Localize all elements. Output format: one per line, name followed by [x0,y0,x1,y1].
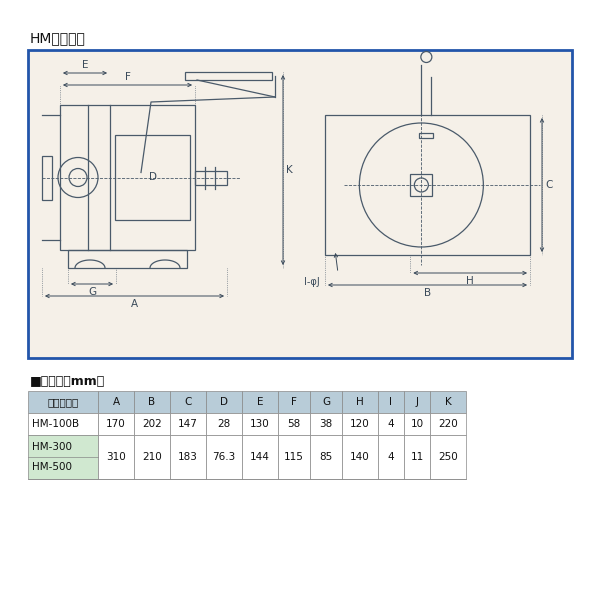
Text: G: G [322,397,330,407]
Text: 130: 130 [250,419,270,429]
Text: 58: 58 [287,419,301,429]
Text: E: E [257,397,263,407]
Bar [242,435,278,479]
Bar [342,391,378,413]
Text: H: H [466,276,474,286]
Text: C: C [184,397,191,407]
Bar [134,435,170,479]
Bar [378,435,404,479]
Text: 144: 144 [250,452,270,462]
Bar [28,391,98,413]
Text: H: H [356,397,364,407]
Text: 4: 4 [388,419,394,429]
Bar [310,413,342,435]
Bar [98,391,134,413]
Bar [278,435,310,479]
Text: 147: 147 [178,419,198,429]
Text: HM-300: HM-300 [32,442,72,452]
Bar [430,391,466,413]
Bar [115,135,190,220]
Bar [206,391,242,413]
Text: I: I [389,397,392,407]
Text: I-φJ: I-φJ [304,277,320,287]
Text: E: E [82,60,88,70]
Text: 85: 85 [319,452,332,462]
Text: 220: 220 [438,419,458,429]
Bar [170,435,206,479]
Bar [310,391,342,413]
Text: 形式／寸法: 形式／寸法 [47,397,79,407]
Text: C: C [545,180,553,190]
Text: 76.3: 76.3 [212,452,236,462]
Text: 310: 310 [106,452,126,462]
Bar [404,435,430,479]
Bar [342,435,378,479]
Text: B: B [424,288,431,298]
Text: A: A [131,299,138,309]
Bar [430,435,466,479]
Bar [60,105,195,250]
Bar [278,391,310,413]
Bar [242,391,278,413]
Text: G: G [88,287,96,297]
Text: 115: 115 [284,452,304,462]
Text: 250: 250 [438,452,458,462]
Text: 28: 28 [217,419,230,429]
Bar [404,413,430,435]
Bar [98,413,134,435]
Bar [342,413,378,435]
Bar [242,413,278,435]
Text: B: B [148,397,155,407]
Text: D: D [220,397,228,407]
Bar [185,72,272,80]
Bar [206,435,242,479]
Bar [206,413,242,435]
Text: ■寸法表（mm）: ■寸法表（mm） [30,375,105,388]
Text: A: A [112,397,119,407]
Text: HM-500: HM-500 [32,462,72,472]
Bar [42,155,52,199]
Text: J: J [415,397,419,407]
Text: 210: 210 [142,452,162,462]
Text: 140: 140 [350,452,370,462]
Bar [98,435,134,479]
Bar [378,391,404,413]
Text: F: F [125,72,130,82]
Bar [28,413,98,435]
Text: K: K [286,165,293,175]
Bar [404,391,430,413]
Text: 170: 170 [106,419,126,429]
Text: K: K [445,397,451,407]
Bar [378,413,404,435]
Text: 4: 4 [388,452,394,462]
Bar [430,413,466,435]
Bar [170,391,206,413]
Text: 183: 183 [178,452,198,462]
Text: D: D [149,173,157,182]
Text: 11: 11 [410,452,424,462]
Bar [68,250,187,268]
Bar [278,413,310,435]
Text: 120: 120 [350,419,370,429]
Text: HM-100B: HM-100B [32,419,79,429]
Bar [325,115,530,255]
Bar [170,413,206,435]
Bar [419,133,433,138]
Bar [310,435,342,479]
Bar [28,435,98,479]
Bar [28,50,572,358]
Bar [134,413,170,435]
Bar [195,170,227,185]
Bar [410,174,433,196]
Text: 202: 202 [142,419,162,429]
Text: 10: 10 [410,419,424,429]
Text: HMシリーズ: HMシリーズ [30,31,86,45]
Text: 38: 38 [319,419,332,429]
Text: F: F [291,397,297,407]
Bar [134,391,170,413]
